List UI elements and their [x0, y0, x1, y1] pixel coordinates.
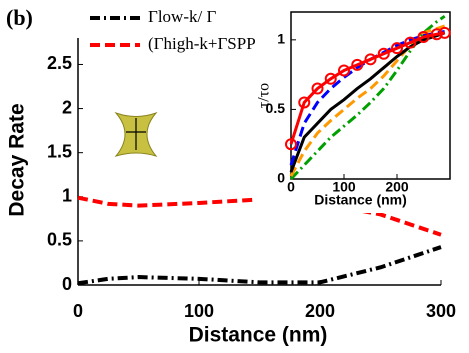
x-tick-label: 100 [184, 301, 214, 321]
data-point [404, 36, 417, 49]
legend-label: (Γhigh-k+ΓSPP)/Γ [148, 34, 276, 53]
y-tick-label: 2 [62, 97, 72, 117]
y-tick-label: 1 [62, 186, 72, 206]
nanoantenna-icon [114, 111, 158, 157]
legend-label: Γlow-k/ Γ [148, 7, 216, 26]
y-axis-label: τ/τo [256, 83, 273, 108]
data-point [430, 28, 443, 41]
y-tick-label: 0 [277, 170, 285, 186]
x-tick-label: 200 [305, 301, 335, 321]
x-tick-label: 200 [385, 179, 409, 195]
data-point [285, 138, 297, 151]
data-point [417, 31, 430, 44]
y-tick-label: 0.5 [47, 230, 72, 250]
x-axis-label: Distance (nm) [314, 192, 407, 208]
y-axis-label: Decay Rate [6, 103, 29, 216]
y-tick-label: 2.5 [47, 53, 72, 73]
series-line [77, 245, 442, 286]
x-tick-label: 100 [332, 179, 356, 195]
data-point [364, 53, 377, 66]
plot-frame [290, 11, 451, 180]
data-point [391, 42, 403, 55]
x-tick-label: 300 [426, 301, 456, 321]
y-tick-label: 0.5 [266, 100, 286, 116]
x-tick-label: 0 [287, 179, 295, 195]
y-tick-label: 0 [62, 274, 72, 294]
y-tick-label: 1 [277, 31, 285, 47]
panel-label: (b) [6, 5, 33, 30]
data-point [438, 26, 451, 39]
data-point [351, 58, 364, 71]
data-point [377, 47, 390, 60]
data-point [298, 96, 311, 109]
data-point [311, 82, 324, 95]
series-line [289, 31, 445, 145]
x-tick-label: 0 [73, 301, 83, 321]
x-axis-label: Distance (nm) [189, 324, 328, 347]
data-point [338, 64, 350, 77]
inset: τ/τo Distance (nm) 0 0.5 1 0 100 200 [255, 4, 468, 213]
data-point [324, 72, 337, 85]
series-line [289, 31, 446, 173]
y-tick-label: 1.5 [47, 141, 72, 161]
